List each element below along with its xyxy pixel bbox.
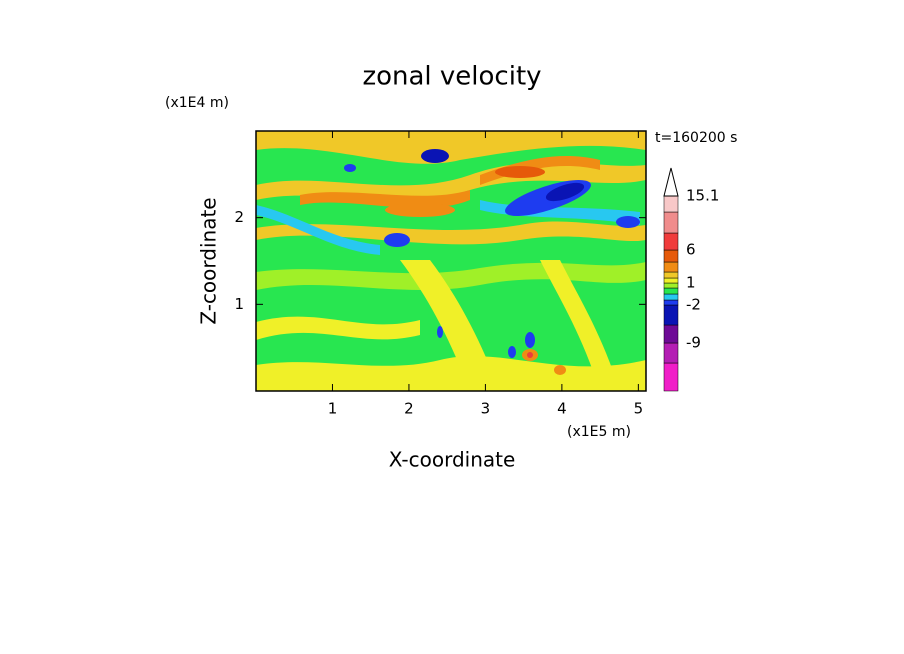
contour-field <box>256 131 646 391</box>
colorbar-arrow <box>663 167 679 197</box>
x-tick-label: 1 <box>328 400 338 418</box>
colorbar-box <box>663 324 679 344</box>
x-unit: (x1E5 m) <box>567 424 631 440</box>
x-axis-label: X-coordinate <box>389 448 516 472</box>
y-tick-label: 1 <box>234 295 244 313</box>
colorbar-box <box>663 261 679 273</box>
time-label: t=160200 s <box>655 130 737 146</box>
colorbar-box <box>663 299 679 306</box>
colorbar-label: -9 <box>686 334 701 352</box>
colorbar-box <box>663 293 679 301</box>
colorbar-box <box>663 249 679 263</box>
colorbar-label: 15.1 <box>686 187 719 205</box>
x-tick-label: 5 <box>634 400 644 418</box>
plot-frame <box>255 130 647 392</box>
colorbar-box <box>663 277 679 284</box>
colorbar-label: -2 <box>686 296 701 314</box>
colorbar-box <box>663 271 679 279</box>
x-tick-label: 3 <box>481 400 491 418</box>
colorbar-label: 6 <box>686 241 696 259</box>
colorbar-box <box>663 342 679 364</box>
colorbar-box <box>663 304 679 326</box>
y-unit: (x1E4 m) <box>165 95 229 111</box>
colorbar-box <box>663 282 679 289</box>
y-tick-label: 2 <box>234 208 244 226</box>
colorbar-box <box>663 211 679 234</box>
colorbar-box <box>663 362 679 392</box>
colorbar-box <box>663 232 679 251</box>
y-axis-label: Z-coordinate <box>197 197 221 324</box>
colorbar-label: 1 <box>686 274 696 292</box>
x-tick-label: 4 <box>557 400 567 418</box>
chart-title: zonal velocity <box>362 62 541 92</box>
x-tick-label: 2 <box>404 400 414 418</box>
colorbar-box <box>663 287 679 295</box>
colorbar-box <box>663 195 679 213</box>
